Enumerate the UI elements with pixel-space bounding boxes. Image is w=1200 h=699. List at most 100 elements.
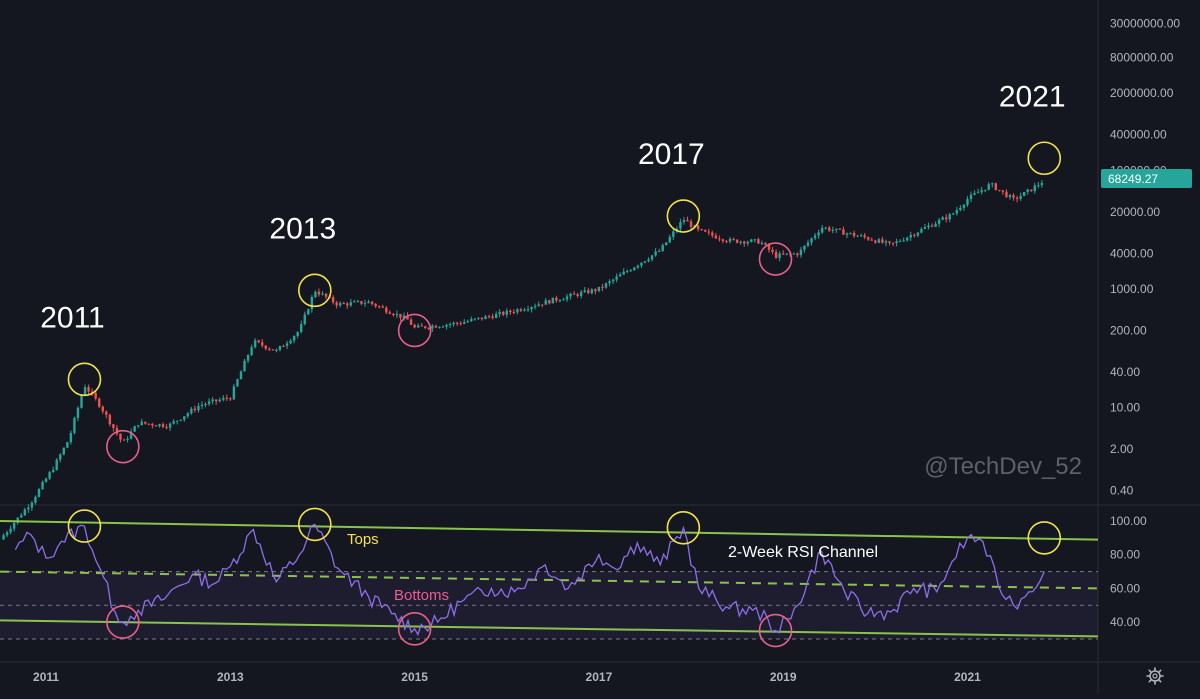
candle-body bbox=[661, 245, 664, 251]
rsi-bottom-circle bbox=[758, 613, 793, 648]
candle-body bbox=[952, 213, 955, 215]
candle-body bbox=[998, 189, 1001, 191]
candle-body bbox=[214, 399, 218, 402]
candle-body bbox=[565, 296, 569, 300]
price-axis: 30000000.00 8000000.00 2000000.00 400000.00… bbox=[1110, 16, 1180, 497]
price-top-circle bbox=[67, 362, 102, 397]
candle-body bbox=[87, 387, 90, 392]
candle-body bbox=[718, 238, 721, 240]
candle-body bbox=[59, 454, 62, 460]
candle-body bbox=[626, 270, 629, 272]
price-tick-label: 400000.00 bbox=[1110, 128, 1167, 142]
candle-body bbox=[491, 316, 494, 319]
candle-body bbox=[1040, 182, 1044, 186]
candle-body bbox=[654, 251, 657, 256]
price-bottom-circle bbox=[397, 313, 432, 348]
candle-body bbox=[5, 532, 9, 536]
candle-body bbox=[867, 237, 870, 240]
candle-body bbox=[179, 419, 182, 421]
candle-body bbox=[62, 447, 65, 455]
candle-body bbox=[282, 345, 285, 347]
candle-body bbox=[1015, 197, 1019, 199]
candle-body bbox=[41, 482, 44, 490]
candle-body bbox=[579, 292, 583, 296]
candle-body bbox=[392, 313, 395, 316]
candle-body bbox=[948, 214, 951, 220]
candle-body bbox=[9, 528, 12, 533]
candle-body bbox=[498, 311, 501, 315]
candle-body bbox=[608, 281, 611, 284]
candle-body bbox=[665, 242, 668, 246]
candle-body bbox=[271, 349, 275, 351]
candle-body bbox=[243, 360, 246, 372]
candle-body bbox=[236, 379, 239, 387]
candle-body bbox=[739, 241, 742, 243]
candle-body bbox=[976, 192, 980, 194]
price-tick-label: 20000.00 bbox=[1110, 205, 1160, 219]
candle-body bbox=[222, 397, 225, 400]
candle-body bbox=[261, 342, 264, 346]
price-tick-label: 2000000.00 bbox=[1110, 86, 1174, 100]
candle-body bbox=[477, 317, 480, 319]
candle-body bbox=[1033, 185, 1037, 192]
candle-body bbox=[112, 424, 115, 428]
candle-body bbox=[594, 289, 597, 292]
candle-body bbox=[48, 472, 51, 479]
candle-body bbox=[232, 386, 236, 400]
candle-body bbox=[1012, 195, 1015, 198]
candle-body bbox=[466, 321, 469, 323]
candle-body bbox=[257, 340, 260, 343]
candle-body bbox=[470, 319, 473, 322]
candle-body bbox=[682, 220, 686, 223]
candle-body bbox=[186, 413, 190, 417]
gear-icon[interactable] bbox=[1146, 667, 1164, 685]
candle-body bbox=[895, 241, 898, 244]
candle-body bbox=[909, 234, 912, 238]
candle-body bbox=[2, 535, 5, 540]
candle-body bbox=[487, 316, 491, 318]
candle-body bbox=[735, 239, 739, 243]
candle-body bbox=[360, 301, 363, 304]
candle-body bbox=[115, 427, 119, 434]
candle-body bbox=[884, 241, 888, 243]
candle-body bbox=[838, 228, 842, 230]
candle-body bbox=[370, 301, 374, 304]
candle-body bbox=[799, 249, 803, 256]
candle-body bbox=[324, 293, 328, 297]
candle-body bbox=[420, 325, 423, 327]
candle-body bbox=[657, 250, 661, 252]
candle-body bbox=[622, 271, 625, 275]
candle-body bbox=[1030, 189, 1033, 192]
candle-body bbox=[711, 232, 714, 236]
candle-body bbox=[668, 236, 671, 243]
candle-body bbox=[852, 232, 856, 236]
candle-body bbox=[101, 406, 104, 412]
candle-body bbox=[416, 325, 420, 328]
candle-body bbox=[533, 306, 537, 308]
candle-body bbox=[310, 296, 314, 310]
candle-body bbox=[23, 509, 27, 516]
candle-body bbox=[714, 235, 718, 239]
candle-body bbox=[16, 517, 19, 523]
candlestick-series bbox=[2, 180, 1044, 540]
price-top-circle bbox=[298, 273, 332, 308]
candle-body bbox=[859, 235, 863, 237]
candle-body bbox=[402, 315, 406, 318]
candle-body bbox=[891, 242, 895, 244]
candle-body bbox=[374, 303, 377, 307]
candle-body bbox=[541, 304, 544, 306]
candle-body bbox=[285, 343, 289, 347]
candle-body bbox=[650, 255, 654, 260]
candle-body bbox=[1022, 191, 1026, 197]
price-bottom-circle bbox=[106, 429, 140, 464]
candle-body bbox=[129, 431, 133, 439]
rsi-channel bbox=[0, 520, 1099, 638]
candle-body bbox=[569, 293, 572, 297]
candle-body bbox=[551, 297, 555, 304]
candle-body bbox=[363, 303, 367, 305]
candle-body bbox=[165, 426, 168, 428]
candle-body bbox=[994, 183, 998, 190]
candle-body bbox=[590, 289, 594, 294]
